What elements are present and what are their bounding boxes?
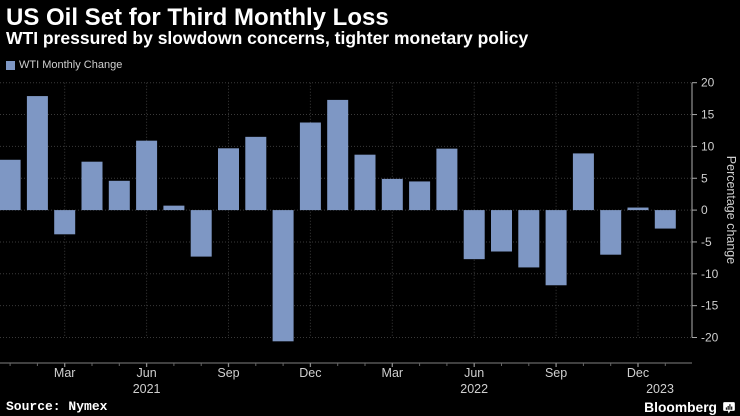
svg-text:-15: -15	[701, 299, 719, 313]
svg-text:Sep: Sep	[545, 366, 567, 380]
svg-text:20: 20	[701, 76, 715, 90]
svg-text:Dec: Dec	[627, 366, 649, 380]
svg-text:Mar: Mar	[54, 366, 76, 380]
svg-text:Percentage change: Percentage change	[724, 156, 738, 264]
svg-text:10: 10	[701, 139, 715, 153]
svg-text:15: 15	[701, 108, 715, 122]
svg-text:-20: -20	[701, 331, 719, 345]
svg-text:Jun: Jun	[137, 366, 157, 380]
svg-text:-5: -5	[701, 235, 712, 249]
svg-text:Jun: Jun	[464, 366, 484, 380]
svg-text:2021: 2021	[133, 382, 161, 396]
svg-text:Dec: Dec	[299, 366, 321, 380]
svg-text:Mar: Mar	[382, 366, 404, 380]
svg-text:5: 5	[701, 171, 708, 185]
svg-text:2023: 2023	[646, 382, 674, 396]
svg-text:Sep: Sep	[217, 366, 239, 380]
svg-text:0: 0	[701, 203, 708, 217]
svg-text:-10: -10	[701, 267, 719, 281]
svg-text:2022: 2022	[460, 382, 488, 396]
